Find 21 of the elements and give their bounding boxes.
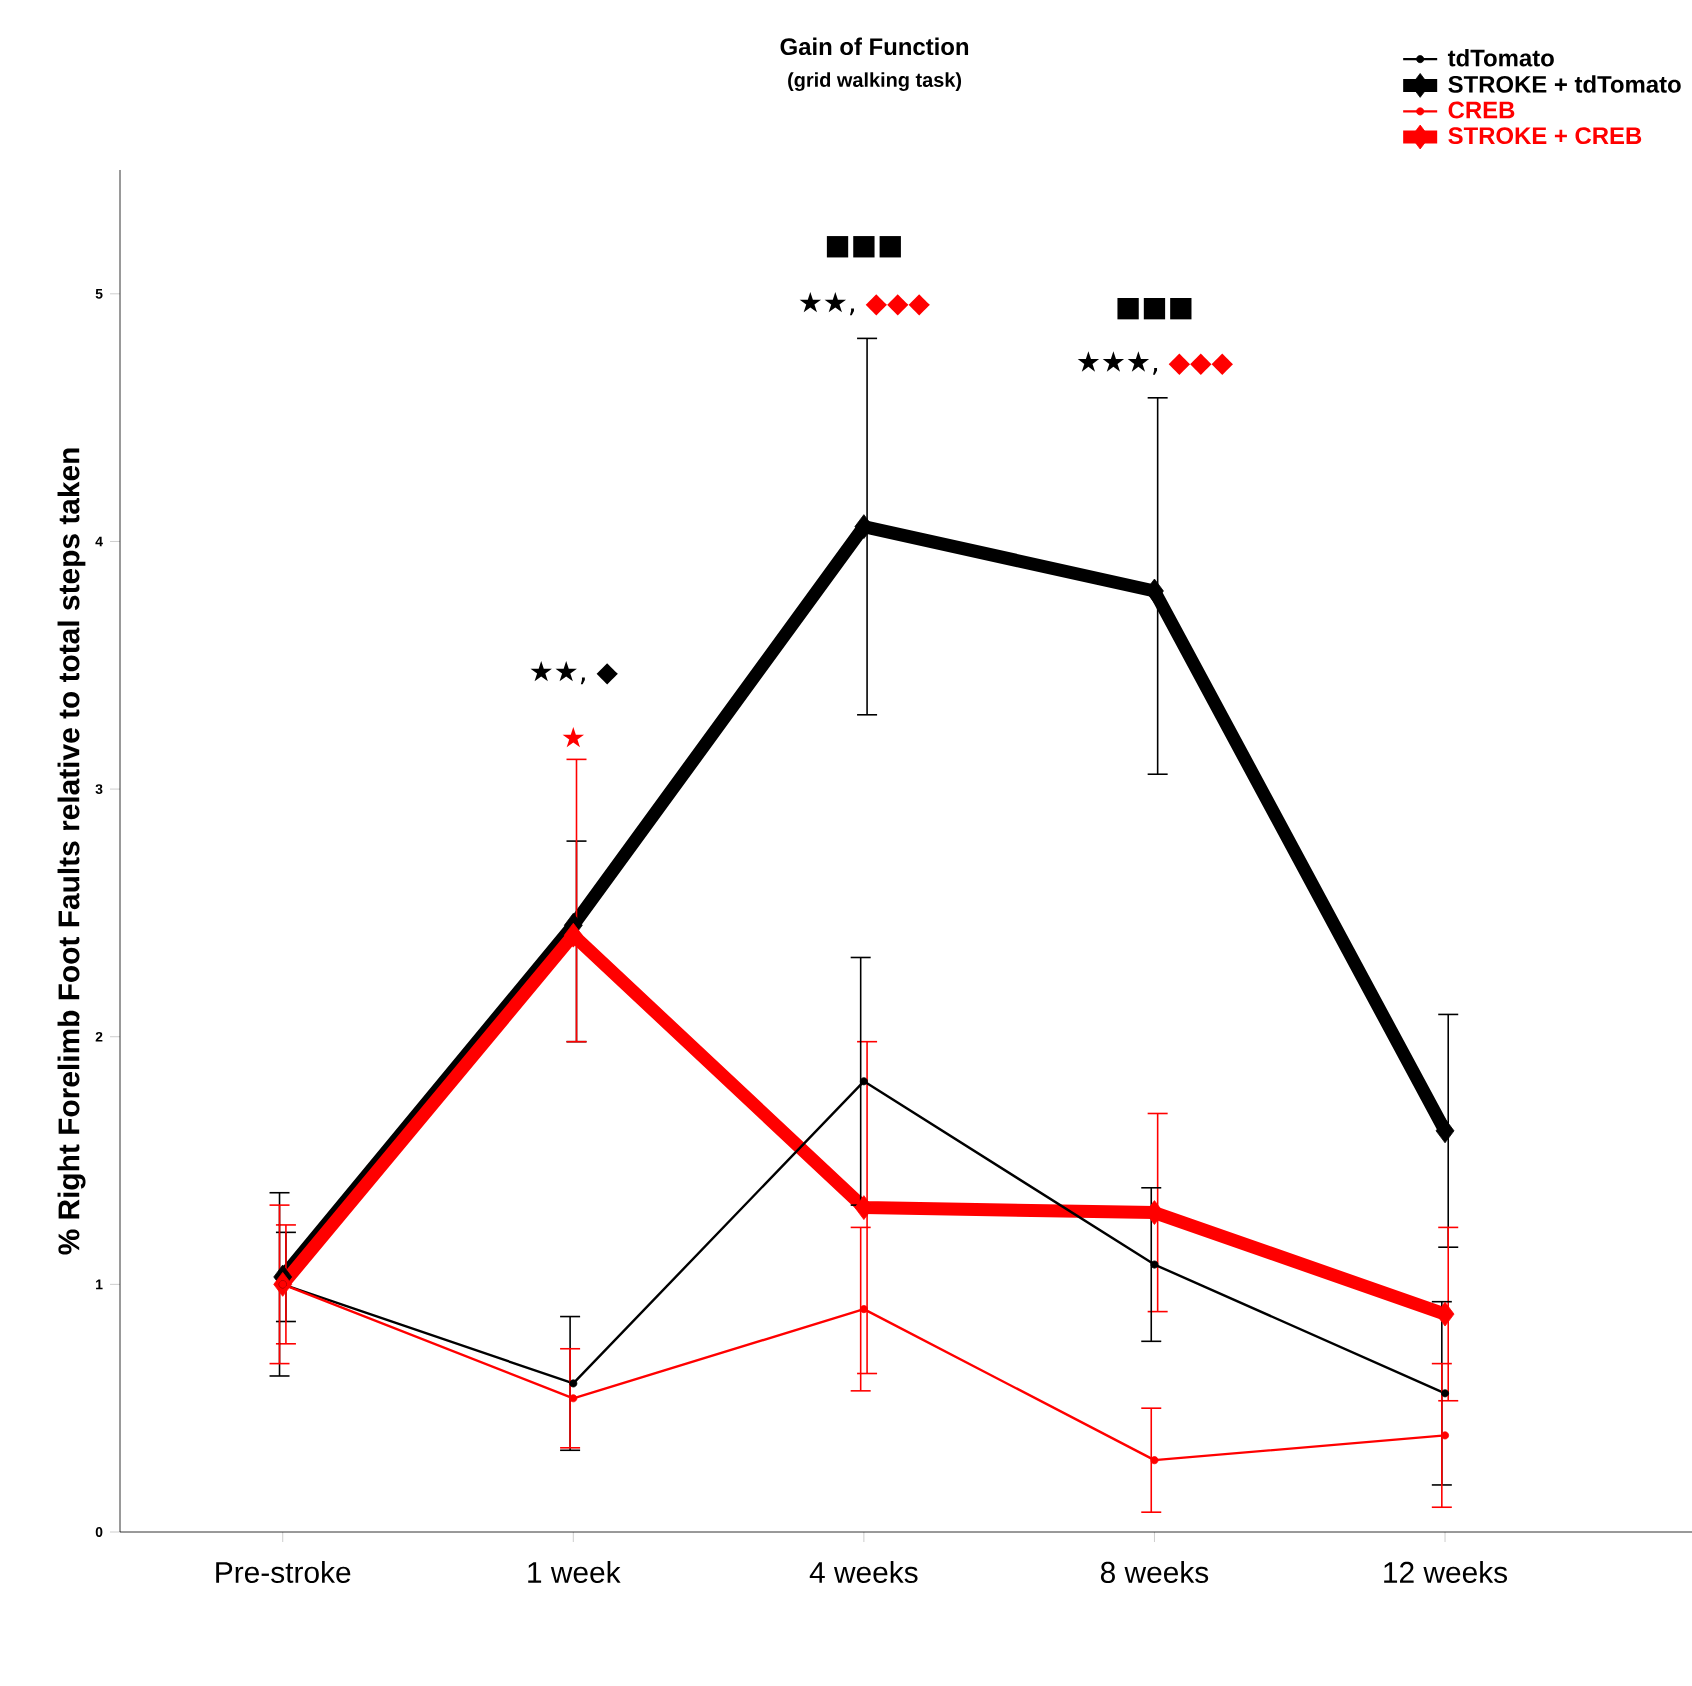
x-tick-label: Pre-stroke: [216, 1561, 351, 1583]
legend-label: STROKE + tdTomato: [1448, 75, 1681, 93]
legend-label: CREB: [1448, 101, 1515, 119]
annotation: ■■■: [826, 236, 901, 258]
annotation: ★★,: [799, 291, 854, 316]
annotation: ◆◆◆: [1168, 353, 1233, 375]
annotation: ■■■: [1117, 297, 1192, 320]
legend-label: STROKE + CREB: [1448, 127, 1642, 145]
legend-label: tdTomato: [1447, 48, 1554, 67]
annotation: ★★,: [530, 660, 585, 685]
x-tick-label: 1 week: [528, 1561, 621, 1583]
annotation: ★: [562, 726, 585, 748]
chart-title: Gain of Function: [780, 37, 969, 56]
x-tick-label: 4 weeks: [809, 1561, 918, 1583]
x-tick-label: 12 weeks: [1384, 1561, 1508, 1583]
annotation: ★★★,: [1077, 351, 1158, 375]
annotation: ◆◆◆: [865, 294, 930, 316]
y-axis-title: % Right Forelimb Foot Faults relative to total steps taken: [57, 448, 86, 1255]
x-tick-label: 8 weeks: [1100, 1561, 1209, 1583]
chart-subtitle: (grid walking task): [788, 72, 962, 91]
annotation: ◆: [596, 663, 618, 685]
